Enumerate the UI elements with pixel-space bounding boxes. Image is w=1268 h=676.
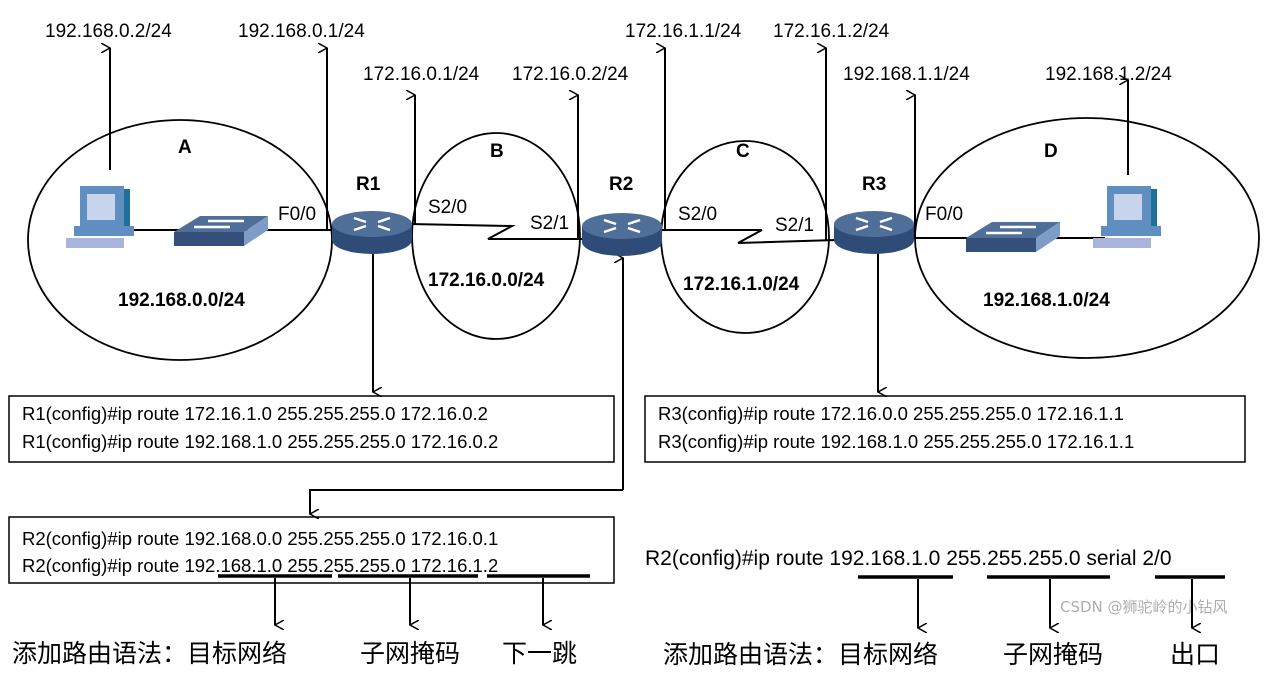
addr-r1-s20: 172.16.0.1/24: [363, 64, 480, 85]
syntax-label-destination: 添加路由语法：目标网络: [663, 640, 938, 669]
address-arrows: [110, 48, 1129, 240]
syntax-underlines-left: [218, 574, 590, 625]
router-r1-icon: [330, 209, 414, 256]
watermark: CSDN @狮驼岭的小钻风: [1060, 598, 1228, 616]
r2-serial-example: R2(config)#ip route 192.168.1.0 255.255.…: [645, 547, 1172, 570]
addr-r3-f00: 192.168.1.1/24: [843, 64, 970, 85]
r2-config-line: R2(config)#ip route 192.168.0.0 255.255.…: [22, 528, 498, 549]
r2-config-box: [8, 516, 615, 584]
r3-config-line: R3(config)#ip route 192.168.1.0 255.255.…: [658, 431, 1134, 452]
network-b: 172.16.0.0/24: [428, 270, 545, 291]
area-c-boundary: [660, 140, 830, 334]
r1-config-box: [8, 395, 615, 463]
link-serial-r1-r2: [409, 223, 585, 240]
addr-r3-s21: 172.16.1.2/24: [773, 21, 890, 42]
if-r2-s21: S2/1: [530, 213, 569, 234]
network-d: 192.168.1.0/24: [983, 290, 1110, 311]
router-r2-icon: [580, 211, 664, 258]
r3-config-box: [644, 395, 1246, 463]
router-r1-label: R1: [356, 174, 381, 195]
area-b-label: B: [490, 141, 504, 162]
syntax-underlines-right: [858, 575, 1225, 628]
addr-r2-s20: 172.16.1.1/24: [625, 21, 742, 42]
if-r3-f00: F0/0: [925, 204, 963, 225]
addr-r2-s21: 172.16.0.2/24: [512, 64, 629, 85]
router-r3-icon: [832, 209, 916, 256]
r2-config-line: R2(config)#ip route 192.168.1.0 255.255.…: [22, 555, 498, 576]
router-r3-label: R3: [862, 174, 886, 195]
if-r3-s21: S2/1: [775, 215, 814, 236]
area-a-label: A: [178, 137, 192, 158]
r3-config-line: R3(config)#ip route 172.16.0.0 255.255.2…: [658, 403, 1124, 424]
network-c: 172.16.1.0/24: [683, 274, 800, 295]
addr-r1-f00: 192.168.0.1/24: [238, 21, 365, 42]
area-d-label: D: [1044, 141, 1058, 162]
syntax-label-mask: 子网掩码: [1003, 640, 1103, 669]
area-c-label: C: [736, 141, 750, 162]
area-b-boundary: [411, 132, 581, 340]
switch-d-icon: [964, 220, 1062, 254]
syntax-label-mask: 子网掩码: [360, 639, 460, 668]
pc-a-icon: [66, 186, 134, 248]
r2-config-arrow: [309, 489, 623, 514]
switch-a-icon: [172, 214, 270, 248]
syntax-label-exit: 出口: [1170, 640, 1220, 669]
if-r1-f00: F0/0: [278, 204, 316, 225]
addr-pc-a: 192.168.0.2/24: [45, 21, 172, 42]
if-r2-s20: S2/0: [678, 204, 717, 225]
syntax-label-destination: 添加路由语法：目标网络: [12, 639, 287, 668]
router-r2-label: R2: [609, 174, 633, 195]
r1-config-line: R1(config)#ip route 172.16.1.0 255.255.2…: [22, 403, 488, 424]
addr-pc-d: 192.168.1.2/24: [1045, 64, 1172, 85]
network-a: 192.168.0.0/24: [118, 290, 245, 311]
if-r1-s20: S2/0: [428, 197, 467, 218]
pc-d-icon: [1093, 186, 1161, 248]
link-serial-r2-r3: [660, 229, 837, 244]
syntax-label-next-hop: 下一跳: [502, 639, 577, 668]
r1-config-line: R1(config)#ip route 192.168.1.0 255.255.…: [22, 431, 498, 452]
